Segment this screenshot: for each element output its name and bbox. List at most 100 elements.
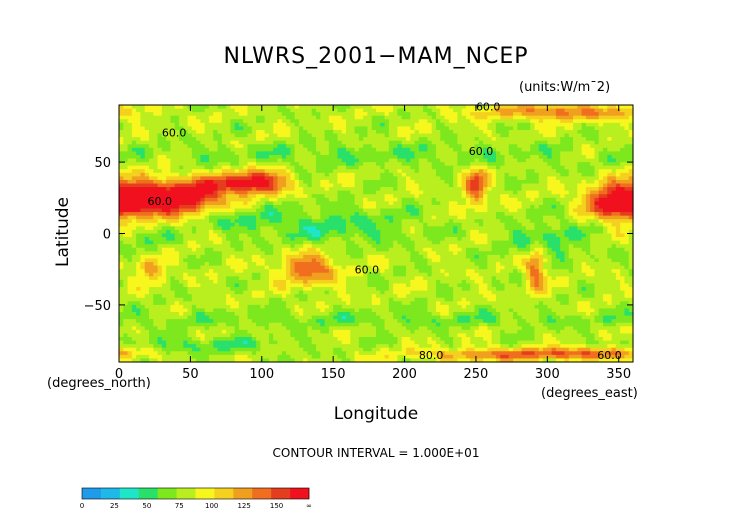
heat-cell (286, 144, 291, 149)
heat-cell (448, 226, 454, 231)
heat-cell (508, 137, 514, 142)
heat-cell (148, 179, 154, 185)
heat-cell (478, 140, 484, 145)
heat-cell (354, 201, 360, 206)
heat-cell (161, 147, 167, 153)
heat-cell (363, 233, 369, 238)
heat-cell (384, 112, 390, 117)
heat-cell (251, 176, 257, 181)
heat-cell (521, 237, 527, 242)
heat-cell (495, 115, 501, 120)
heat-cell (534, 140, 540, 145)
heat-cell (427, 240, 433, 245)
heat-cell (256, 137, 261, 142)
heat-cell (213, 176, 219, 181)
heat-cell (337, 190, 343, 195)
heat-cell (410, 119, 416, 124)
heat-cell (290, 119, 296, 124)
heat-cell (376, 212, 381, 217)
heat-cell (414, 122, 420, 128)
heat-cell (427, 179, 433, 185)
heat-cell (204, 244, 210, 249)
heat-cell (513, 197, 518, 202)
heat-cell (307, 240, 313, 245)
heat-cell (320, 137, 326, 142)
heat-cell (577, 154, 583, 160)
heat-cell (500, 244, 506, 249)
heat-cell (457, 129, 463, 135)
heat-cell (628, 122, 634, 128)
heat-cell (615, 244, 621, 249)
heat-cell (615, 176, 621, 181)
heat-cell (628, 215, 634, 220)
heat-cell (324, 133, 330, 138)
heat-cell (470, 165, 476, 170)
heat-cell (350, 187, 356, 192)
heat-cell (153, 229, 159, 235)
heat-cell (538, 169, 544, 174)
heat-cell (435, 151, 441, 156)
heat-cell (290, 190, 296, 195)
heat-cell (577, 115, 583, 120)
heat-cell (367, 176, 373, 181)
heat-cell (513, 226, 518, 231)
heat-cell (311, 133, 317, 138)
heat-cell (594, 201, 600, 206)
heat-cell (324, 147, 330, 153)
heat-cell (508, 215, 514, 220)
heat-cell (243, 122, 249, 128)
heat-cell (226, 251, 231, 256)
heat-cell (461, 162, 467, 167)
heat-cell (444, 129, 450, 135)
heat-cell (320, 215, 326, 220)
heat-cell (457, 187, 463, 192)
heat-cell (196, 240, 201, 245)
heat-cell (200, 251, 206, 256)
heat-cell (144, 197, 150, 202)
heat-cell (624, 197, 630, 202)
heat-cell (294, 162, 300, 167)
heat-cell (495, 215, 501, 220)
heat-cell (560, 229, 566, 235)
heat-cell (525, 140, 531, 145)
heat-cell (624, 165, 630, 170)
heat-cell (298, 158, 304, 163)
heat-cell (444, 176, 450, 181)
heat-cell (119, 137, 124, 142)
heat-cell (414, 115, 420, 120)
heat-cell (440, 119, 446, 124)
heat-cell (144, 212, 150, 217)
heat-cell (127, 126, 133, 131)
heat-cell (607, 240, 613, 245)
heat-cell (311, 172, 317, 177)
heat-cell (281, 129, 287, 135)
heat-cell (153, 122, 159, 128)
heat-cell (414, 237, 420, 242)
heat-cell (547, 126, 553, 131)
heat-cell (131, 105, 137, 110)
heat-cell (256, 187, 261, 192)
heat-cell (431, 240, 437, 245)
heat-cell (581, 226, 587, 231)
heat-cell (191, 115, 197, 120)
heat-cell (140, 151, 146, 156)
heat-cell (393, 244, 399, 249)
heat-cell (628, 229, 634, 235)
heat-cell (525, 229, 531, 235)
heat-cell (196, 105, 201, 110)
heat-cell (230, 226, 236, 231)
heat-cell (341, 233, 347, 238)
heat-cell (136, 137, 142, 142)
heat-cell (221, 204, 227, 210)
heat-cell (243, 165, 249, 170)
heat-cell (234, 208, 240, 213)
heat-cell (320, 176, 326, 181)
heat-cell (337, 108, 343, 113)
heat-cell (204, 115, 210, 120)
heat-cell (324, 137, 330, 142)
heat-cell (337, 194, 343, 199)
heat-cell (598, 119, 604, 124)
heat-cell (273, 212, 279, 217)
heat-cell (234, 115, 240, 120)
heat-cell (560, 144, 566, 149)
